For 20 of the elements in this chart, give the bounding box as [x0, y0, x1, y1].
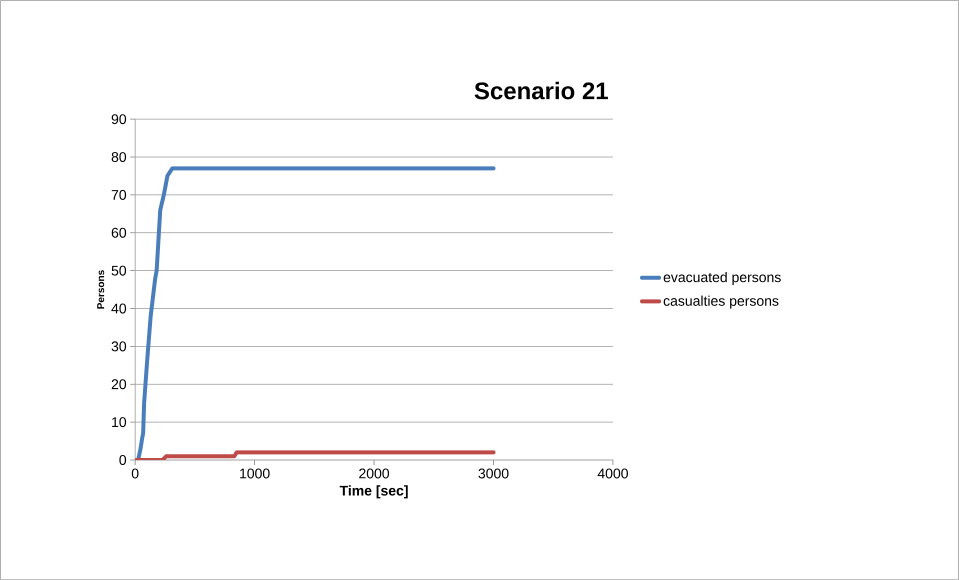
x-tick-label: 0 [132, 468, 139, 478]
y-tick-label: 40 [111, 303, 126, 314]
y-axis-title: Persons [97, 270, 104, 309]
legend-label: casualties persons [664, 296, 778, 309]
y-tick-label: 80 [112, 152, 126, 162]
y-tick-label: 90 [112, 114, 126, 124]
y-tick-label: 60 [112, 228, 126, 238]
x-axis-title: Time [sec] [340, 485, 408, 498]
y-tick-label: 50 [112, 266, 126, 276]
y-tick-label: 30 [112, 341, 126, 352]
y-tick-label: 70 [112, 190, 126, 200]
x-tick-label: 1000 [240, 468, 270, 478]
chart-title: Scenario 21 [474, 82, 608, 100]
y-tick-label: 0 [119, 454, 126, 465]
x-tick-label: 2000 [359, 468, 390, 478]
x-tick-label: 4000 [598, 468, 628, 478]
legend-label: evacuated persons [664, 272, 781, 285]
x-tick-label: 3000 [478, 468, 509, 478]
y-tick-label: 20 [112, 379, 126, 390]
y-tick-label: 10 [112, 417, 126, 428]
